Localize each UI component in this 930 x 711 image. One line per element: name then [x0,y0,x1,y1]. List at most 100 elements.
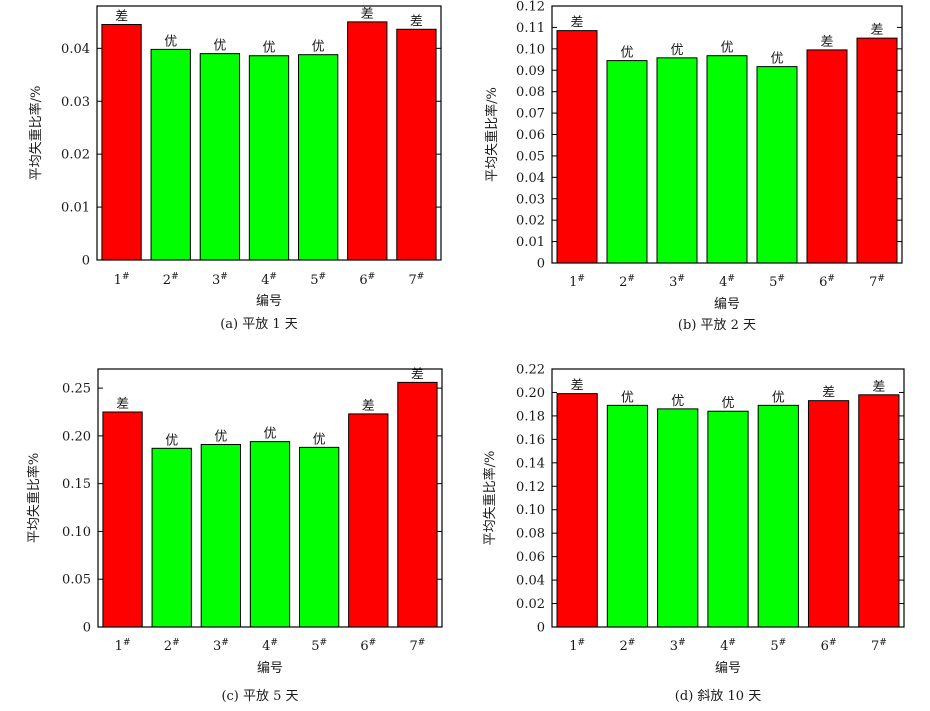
y-tick-label: 0.20 [516,386,545,401]
y-tick-label: 0.22 [516,363,545,378]
y-tick-label: 0.04 [516,574,545,589]
bar-quality-label: 差 [115,10,128,25]
bar-d-7 [858,394,900,628]
y-tick-label: 0 [82,254,90,269]
bar-b-7 [856,37,898,264]
bar-quality-label: 优 [720,41,733,56]
plot-frame [551,368,905,628]
x-tick-label: 4# [720,638,736,654]
x-tick-label: 1# [114,272,130,288]
chart-panel-a: 差 1# 优 2# 优 3# 优 4# 优 5# 差 6# 差 7# 0 0.01 0.02 0.03 0.04 平均… [28,5,442,332]
bar-b-4 [706,55,748,264]
bar-c-4 [249,441,291,628]
y-tick-label: 0 [537,621,545,636]
y-tick-label: 0.08 [516,85,545,100]
x-tick-label: 3# [669,274,685,290]
bar-quality-label: 优 [213,39,226,54]
y-tick-label: 0.18 [516,409,545,424]
bar-quality-label: 优 [262,41,275,56]
bar-quality-label: 优 [214,429,227,444]
x-tick-label: 5# [311,638,327,654]
x-axis-title: 编号 [257,661,283,676]
y-tick-label: 0.05 [516,149,545,164]
y-tick-label: 0.06 [516,550,545,565]
y-tick-label: 0.07 [516,107,545,122]
y-tick-label: 0.20 [62,429,91,444]
y-tick-label: 0.15 [62,477,91,492]
bar-quality-label: 差 [820,35,833,50]
x-axis-title: 编号 [256,294,282,309]
bar-d-1 [556,393,598,628]
panel-caption: (d) 斜放 10 天 [675,689,761,704]
x-tick-label: 1# [569,274,585,290]
y-tick-label: 0.10 [516,42,545,57]
bar-quality-label: 差 [822,386,835,401]
x-tick-label: 4# [262,638,278,654]
bar-quality-label: 差 [870,23,883,38]
y-tick-label: 0.09 [516,64,545,79]
x-tick-label: 5# [310,272,326,288]
bar-c-2 [151,447,192,628]
y-axis-title: 平均失重比率% [26,453,42,543]
chart-panel-d: 差 1# 优 2# 优 3# 优 4# 优 5# 差 6# 差 7# 0 0.02 0.04 0.06 0.08 0.… [482,363,905,704]
y-tick-label: 0.25 [62,382,91,397]
y-tick-label: 0.04 [516,171,545,186]
bar-quality-label: 优 [721,396,734,411]
x-tick-label: 7# [410,638,426,654]
y-tick-label: 0.03 [516,192,545,207]
x-axis-title: 编号 [714,297,740,312]
y-tick-label: 0.11 [516,21,545,36]
plot-frame [97,368,443,628]
bar-d-5 [757,404,799,628]
y-tick-label: 0.05 [62,573,91,588]
y-tick-label: 0 [537,257,545,272]
bar-a-7 [396,28,437,261]
x-tick-label: 2# [619,274,635,290]
x-axis-title: 编号 [715,661,741,676]
bar-c-7 [397,381,438,628]
x-tick-label: 3# [670,638,686,654]
bar-quality-label: 优 [670,43,683,58]
bar-quality-label: 优 [312,40,325,55]
bar-a-2 [150,48,191,261]
y-tick-label: 0.14 [516,456,545,471]
bar-quality-label: 优 [263,427,276,442]
y-tick-label: 0.10 [62,525,91,540]
bar-quality-label: 差 [410,14,423,29]
bar-c-3 [200,443,242,628]
bar-a-1 [101,24,142,261]
bar-quality-label: 差 [361,7,374,22]
bar-quality-label: 优 [620,46,633,61]
bar-b-2 [606,60,648,264]
bar-d-6 [807,400,850,628]
y-axis-title: 平均失重比率/% [484,87,500,182]
bar-a-3 [199,53,241,261]
bar-c-5 [298,446,340,628]
panel-caption: (b) 平放 2 天 [678,318,756,333]
bar-quality-label: 优 [165,433,178,448]
bar-quality-label: 差 [872,380,885,395]
bar-d-3 [657,408,699,628]
bar-quality-label: 优 [313,432,326,447]
bar-quality-label: 优 [164,34,177,49]
x-tick-label: 5# [770,638,786,654]
x-tick-label: 3# [213,638,229,654]
bar-b-3 [656,57,698,264]
y-tick-label: 0.10 [516,503,545,518]
x-tick-label: 3# [212,272,228,288]
y-tick-label: 0.12 [516,480,545,495]
x-tick-label: 2# [620,638,636,654]
x-tick-label: 4# [719,274,735,290]
y-tick-label: 0.02 [516,597,545,612]
y-axis-title: 平均失重比率/% [28,86,44,181]
x-tick-label: 7# [409,272,425,288]
bar-a-4 [248,55,290,261]
bar-quality-label: 优 [671,394,684,409]
plot-frame [96,5,442,261]
bar-quality-label: 优 [621,390,634,405]
x-tick-label: 5# [769,274,785,290]
x-tick-label: 6# [360,638,376,654]
panel-caption: (c) 平放 5 天 [221,689,298,704]
y-tick-label: 0.03 [61,95,90,110]
